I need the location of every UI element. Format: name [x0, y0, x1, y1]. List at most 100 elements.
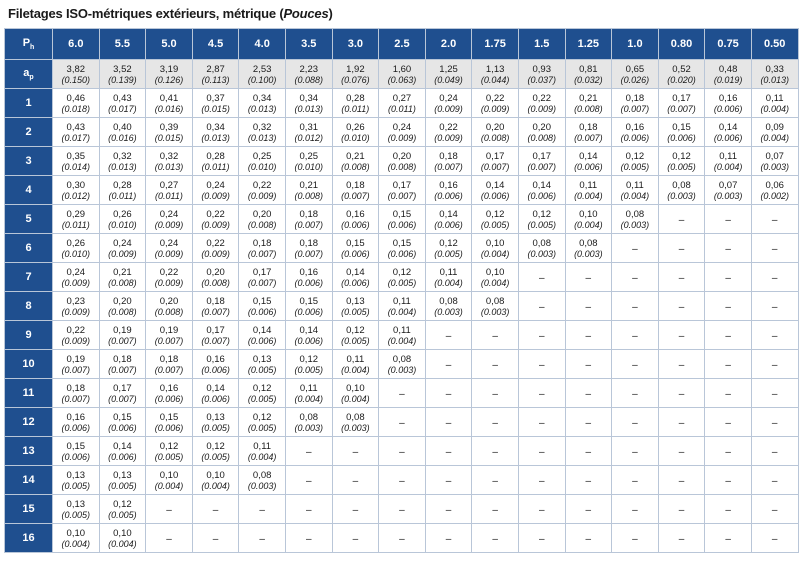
dash-placeholder: –: [538, 418, 545, 429]
table-cell: 0,41 (0.016): [145, 88, 193, 118]
empty-cell: –: [564, 291, 613, 321]
table-cell: 0,17 (0.007): [657, 88, 706, 118]
inch-value: (0.010): [341, 132, 370, 143]
metric-value: 0,65: [625, 63, 645, 75]
pitch-symbol: P: [22, 36, 31, 49]
table-cell: 0,21 (0.008): [331, 146, 380, 176]
title-main: Filetages ISO-métriques extérieurs, métr…: [8, 6, 284, 21]
ap-symbol-sub: p: [29, 74, 34, 82]
empty-cell: –: [284, 523, 333, 553]
empty-cell: –: [750, 436, 799, 466]
metric-value: 0,21: [346, 150, 365, 162]
pitch-header-cell: 1.25: [564, 28, 613, 60]
dash-placeholder: –: [632, 447, 638, 458]
dash-placeholder: –: [399, 447, 405, 458]
table-cell: 0,15 (0.006): [98, 407, 147, 437]
table-cell: 0,22 (0.009): [191, 233, 240, 263]
metric-value: 0,12: [392, 266, 412, 278]
inch-value: (0.011): [341, 103, 370, 114]
inch-value: (0.008): [387, 161, 417, 172]
metric-value: 0,48: [718, 63, 738, 75]
metric-value: 0,11: [393, 324, 411, 336]
pitch-header-cell: 4.5: [191, 28, 240, 60]
inch-value: (0.006): [434, 190, 463, 201]
metric-value: 0,15: [299, 295, 319, 307]
metric-value: 0,12: [299, 353, 319, 365]
table-cell: 0,26 (0.010): [52, 233, 100, 263]
dash-placeholder: –: [771, 418, 778, 429]
empty-cell: –: [657, 407, 706, 437]
dash-placeholder: –: [492, 505, 498, 516]
dash-placeholder: –: [678, 505, 685, 516]
dash-placeholder: –: [352, 534, 359, 545]
dash-placeholder: –: [632, 302, 638, 313]
metric-value: 0,26: [346, 121, 365, 133]
empty-cell: –: [611, 233, 659, 263]
table-cell: 0,06 (0.002): [750, 175, 799, 205]
table-cell: 0,12 (0.005): [424, 233, 473, 263]
metric-value: 0,17: [113, 382, 132, 394]
metric-value: 0,28: [346, 92, 365, 104]
dash-placeholder: –: [585, 331, 592, 342]
table-cell: 0,32 (0.013): [98, 146, 147, 176]
dash-placeholder: –: [725, 505, 731, 516]
metric-value: 0,11: [253, 440, 272, 452]
table-cell: 1,13 (0.044): [471, 59, 519, 89]
dash-placeholder: –: [399, 534, 405, 545]
table-cell: 0,34 (0.013): [191, 117, 240, 147]
metric-value: 0,23: [66, 295, 86, 307]
table-row: 13 0,15 (0.006) 0,14 (0.006) 0,12 (0.005) 0,12(…: [4, 436, 799, 466]
dash-placeholder: –: [632, 505, 638, 516]
inch-value: (0.007): [61, 364, 91, 375]
metric-value: 0,24: [159, 237, 179, 249]
inch-value: (0.006): [527, 190, 556, 201]
inch-value: (0.009): [434, 103, 463, 114]
metric-value: 0,12: [485, 208, 505, 220]
empty-cell: –: [704, 233, 752, 263]
empty-cell: –: [564, 465, 613, 495]
empty-cell: –: [750, 204, 799, 234]
inch-value: (0.006): [61, 451, 91, 462]
dash-placeholder: –: [771, 360, 778, 371]
inch-value: (0.009): [61, 306, 91, 317]
empty-cell: –: [517, 407, 566, 437]
empty-cell: –: [517, 494, 566, 524]
table-cell: 0,43 (0.017): [52, 117, 100, 147]
inch-value: (0.006): [294, 335, 324, 346]
empty-cell: –: [564, 349, 613, 379]
empty-cell: –: [611, 262, 659, 292]
inch-value: (0.004): [574, 190, 603, 201]
title-close: ): [328, 6, 333, 21]
metric-value: 0,22: [206, 237, 225, 249]
metric-value: 0,12: [346, 324, 365, 336]
pitch-header-cell: 0.75: [704, 28, 752, 60]
metric-value: 0,18: [579, 121, 598, 133]
empty-cell: –: [378, 407, 426, 437]
table-cell: 0,18 (0.007): [145, 349, 193, 379]
table-cell: 0,11 (0.004): [284, 378, 333, 408]
inch-value: (0.005): [294, 364, 324, 375]
dash-placeholder: –: [399, 418, 405, 429]
empty-cell: –: [750, 233, 799, 263]
pass-number: 9: [4, 320, 53, 350]
metric-value: 0,16: [346, 208, 365, 220]
pass-number: 3: [4, 146, 53, 176]
dash-placeholder: –: [445, 331, 452, 342]
empty-cell: –: [657, 233, 706, 263]
dash-placeholder: –: [725, 418, 731, 429]
empty-cell: –: [284, 436, 333, 466]
metric-value: 0,13: [66, 498, 86, 510]
empty-cell: –: [611, 523, 659, 553]
table-cell: 0,14 (0.006): [517, 175, 566, 205]
table-cell: 0,15 (0.006): [331, 233, 380, 263]
inch-value: (0.008): [201, 277, 230, 288]
inch-value: (0.006): [294, 277, 324, 288]
metric-value: 0,43: [66, 121, 86, 133]
inch-value: (0.009): [61, 277, 91, 288]
empty-cell: –: [471, 465, 519, 495]
table-cell: 0,20 (0.008): [145, 291, 193, 321]
metric-value: 0,20: [532, 121, 551, 133]
table-cell: 0,24 (0.009): [378, 117, 426, 147]
inch-value: (0.005): [247, 422, 277, 433]
metric-value: 0,07: [718, 179, 738, 191]
